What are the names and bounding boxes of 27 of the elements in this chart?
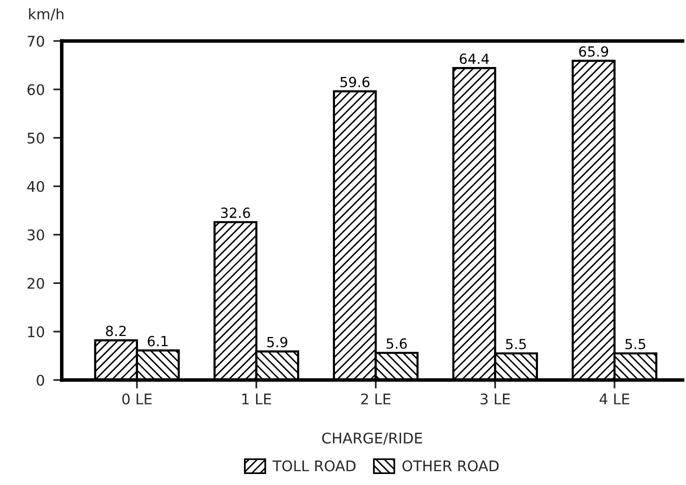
data-label: 59.6: [340, 76, 370, 88]
y-tick-label: 30: [28, 229, 44, 240]
x-tick-label: 0 LE: [122, 393, 152, 404]
y-axis-title: km/h: [29, 8, 64, 21]
y-tick-label: 10: [28, 326, 44, 338]
legend-label: TOLL ROAD: [272, 460, 356, 472]
data-label: 5.6: [386, 338, 407, 349]
data-label: 32.6: [221, 208, 250, 218]
legend-label: OTHER ROAD: [402, 460, 499, 472]
y-tick-label: 40: [27, 180, 44, 192]
y-tick-label: 60: [28, 84, 44, 96]
y-tick-label: 0: [36, 374, 44, 386]
data-label: 64.4: [460, 54, 489, 64]
x-tick-label: 3 LE: [480, 393, 510, 404]
data-label: 6.1: [148, 336, 168, 346]
data-label: 8.2: [106, 326, 126, 336]
x-tick-label: 2 LE: [361, 393, 390, 404]
y-tick-label: 70: [28, 36, 44, 47]
x-axis-title: CHARGE/RIDE: [322, 432, 422, 445]
y-tick-label: 20: [28, 278, 44, 289]
y-tick-label: 50: [28, 132, 44, 144]
data-label: 5.9: [267, 336, 288, 348]
data-label: 65.9: [579, 46, 608, 57]
data-label: 5.5: [625, 338, 646, 350]
x-tick-label: 1 LE: [242, 394, 272, 404]
data-label: 5.5: [506, 338, 526, 350]
x-tick-label: 4 LE: [600, 394, 630, 404]
